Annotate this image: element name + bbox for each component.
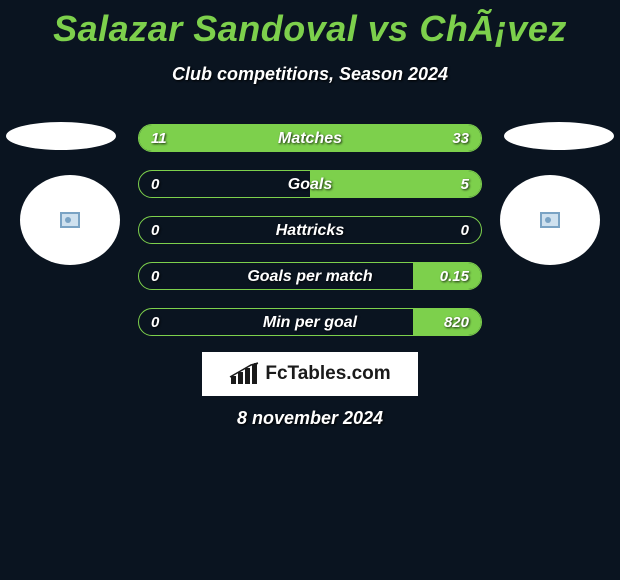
bar-label: Goals per match [139, 263, 481, 290]
date-label: 8 november 2024 [0, 408, 620, 429]
logo-text: FcTables.com [265, 363, 390, 385]
bar-value-right: 0 [461, 217, 469, 244]
bar-label: Min per goal [139, 309, 481, 336]
bar-value-right: 5 [461, 171, 469, 198]
player-left-flag [6, 122, 116, 150]
stats-bars: 11 Matches 33 0 Goals 5 0 Hattricks 0 0 … [138, 124, 482, 354]
bar-value-right: 820 [444, 309, 469, 336]
bar-hattricks: 0 Hattricks 0 [138, 216, 482, 244]
bar-label: Matches [139, 125, 481, 152]
subtitle: Club competitions, Season 2024 [0, 64, 620, 85]
bar-matches: 11 Matches 33 [138, 124, 482, 152]
image-placeholder-icon [540, 212, 560, 228]
logo-box[interactable]: FcTables.com [202, 352, 418, 396]
chart-icon [229, 362, 259, 386]
page-title: Salazar Sandoval vs ChÃ¡vez [0, 0, 620, 50]
bar-label: Goals [139, 171, 481, 198]
bar-goals-per-match: 0 Goals per match 0.15 [138, 262, 482, 290]
player-right-flag [504, 122, 614, 150]
image-placeholder-icon [60, 212, 80, 228]
bar-goals: 0 Goals 5 [138, 170, 482, 198]
bar-min-per-goal: 0 Min per goal 820 [138, 308, 482, 336]
bar-value-right: 33 [452, 125, 469, 152]
bar-label: Hattricks [139, 217, 481, 244]
bar-value-right: 0.15 [440, 263, 469, 290]
player-right-avatar [500, 175, 600, 265]
player-left-avatar [20, 175, 120, 265]
